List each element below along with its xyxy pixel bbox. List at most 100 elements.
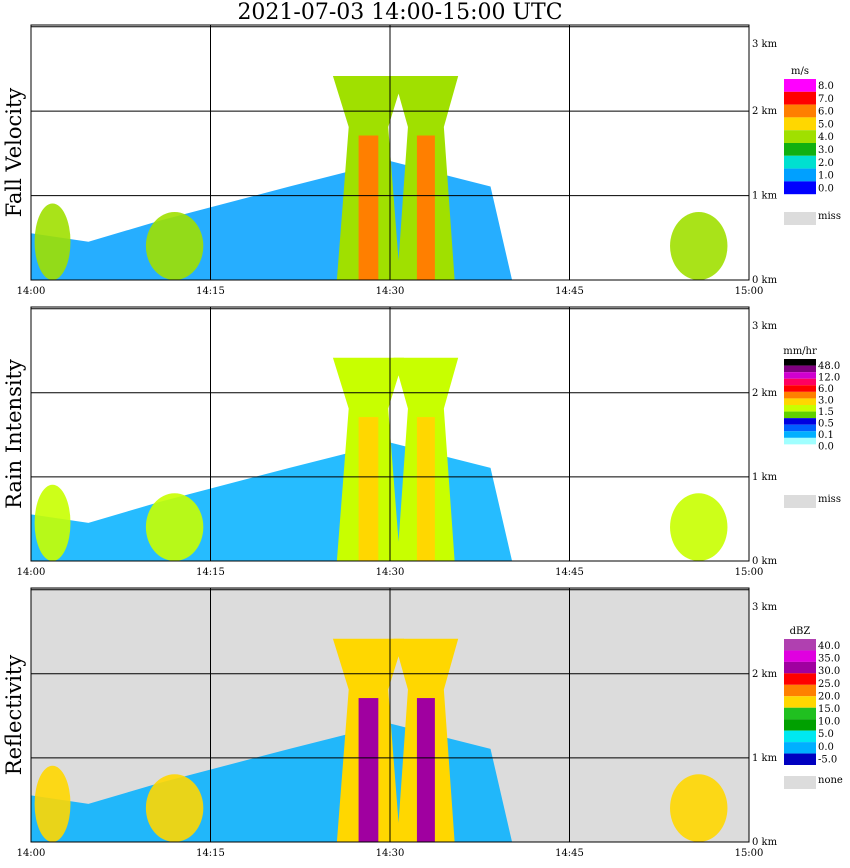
legend-missing-label: none (818, 775, 843, 786)
x-tick-label: 14:45 (555, 848, 584, 859)
legend-swatch (784, 405, 816, 412)
echo-cell (670, 774, 728, 843)
legend-swatch (784, 707, 816, 720)
legend-label: 35.0 (818, 654, 840, 665)
legend-swatch (784, 696, 816, 708)
echo-cell (34, 765, 71, 843)
legend-label: 2.0 (818, 158, 834, 169)
legend-swatch (784, 168, 816, 182)
legend-swatch (784, 130, 816, 143)
legend-unit: mm/hr (783, 346, 817, 357)
legend-label: 5.0 (818, 119, 834, 130)
legend-swatch (784, 79, 816, 92)
x-tick-label: 14:30 (376, 848, 405, 859)
x-tick-label: 14:45 (555, 567, 584, 578)
legend-missing-label: miss (818, 494, 841, 505)
legend-missing-swatch (784, 212, 816, 225)
y-tick-label: 3 km (752, 602, 778, 613)
legend-swatch (784, 661, 816, 674)
echo-core (416, 417, 435, 561)
legend-swatch (784, 378, 816, 386)
y-tick-label: 2 km (752, 669, 778, 680)
legend-swatch (784, 673, 816, 685)
echo-cell (145, 493, 204, 561)
x-tick-label: 14:15 (196, 567, 225, 578)
legend-swatch (784, 372, 816, 379)
legend-swatch (784, 359, 816, 366)
legend-swatch (784, 742, 816, 754)
legend-label: 10.0 (818, 717, 840, 728)
panel-reflectivity: 14:00 14:15 14:30 14:45 15:000 km 1 km 2 km 3 k… (2, 587, 843, 859)
plot-frame (30, 587, 750, 843)
y-tick-label: 1 km (752, 753, 778, 764)
panel-fall-velocity: 14:00 14:15 14:30 14:45 15:000 km 1 km 2 km 3 k… (2, 24, 841, 297)
echo-cell (145, 774, 204, 843)
y-axis-label: Rain Intensity (2, 359, 26, 509)
x-tick-label: 14:15 (196, 286, 225, 297)
legend-swatch (784, 437, 816, 445)
legend-swatch (784, 391, 816, 399)
x-tick-label: 14:30 (376, 286, 405, 297)
echo-core (358, 417, 379, 561)
echo-core (416, 698, 435, 842)
x-tick-label: 14:00 (17, 567, 46, 578)
legend-swatch (784, 398, 816, 405)
legend-swatch (784, 639, 816, 651)
legend-label: 0.5 (818, 419, 834, 430)
legend-swatch (784, 650, 816, 662)
legend-swatch (784, 365, 816, 373)
legend-label: 48.0 (818, 361, 840, 372)
echo-core (358, 698, 379, 842)
legend-swatch (784, 155, 816, 169)
y-tick-label: 3 km (752, 321, 778, 332)
echo-core (358, 135, 379, 280)
legend-swatch (784, 444, 816, 451)
legend-swatch (784, 684, 816, 697)
y-tick-label: 0 km (752, 275, 778, 286)
legend-swatch (784, 431, 816, 438)
legend-swatch (784, 753, 816, 765)
echo-core (416, 135, 435, 280)
legend-label: 40.0 (818, 641, 840, 652)
legend-swatch (784, 730, 816, 743)
x-tick-label: 14:15 (196, 848, 225, 859)
legend-missing-label: miss (818, 211, 841, 222)
y-tick-label: 1 km (752, 472, 778, 483)
y-tick-label: 3 km (752, 39, 778, 50)
echo-cell (34, 203, 71, 280)
legend-label: 15.0 (818, 704, 840, 715)
legend-missing-swatch (784, 495, 816, 508)
legend-label: 4.0 (818, 132, 834, 143)
x-tick-label: 14:30 (376, 567, 405, 578)
y-tick-label: 2 km (752, 388, 778, 399)
y-tick-label: 1 km (752, 191, 778, 202)
legend-unit: m/s (791, 66, 809, 77)
legend-label: 3.0 (818, 145, 834, 156)
legend-label: 6.0 (818, 107, 834, 118)
legend-unit: dBZ (790, 626, 811, 637)
echo-cell (34, 484, 71, 561)
legend-label: 0.0 (818, 442, 834, 453)
legend-label: 6.0 (818, 384, 834, 395)
legend-swatch (784, 181, 816, 195)
legend-swatch (784, 424, 816, 432)
x-tick-label: 15:00 (735, 567, 764, 578)
legend-swatch (784, 91, 816, 105)
x-tick-label: 15:00 (735, 286, 764, 297)
y-tick-label: 2 km (752, 106, 778, 117)
legend-label: 5.0 (818, 729, 834, 740)
legend-swatch (784, 143, 816, 156)
legend-label: 3.0 (818, 396, 834, 407)
legend-swatch (784, 719, 816, 731)
y-tick-label: 0 km (752, 837, 778, 848)
legend-label: 0.0 (818, 742, 834, 753)
x-tick-label: 14:00 (17, 848, 46, 859)
x-tick-label: 15:00 (735, 848, 764, 859)
legend-label: 12.0 (818, 373, 840, 384)
legend-label: 0.0 (818, 183, 834, 194)
x-tick-label: 14:45 (555, 286, 584, 297)
legend-label: 20.0 (818, 691, 840, 702)
plot-frame (30, 24, 750, 281)
legend-label: 25.0 (818, 679, 840, 690)
